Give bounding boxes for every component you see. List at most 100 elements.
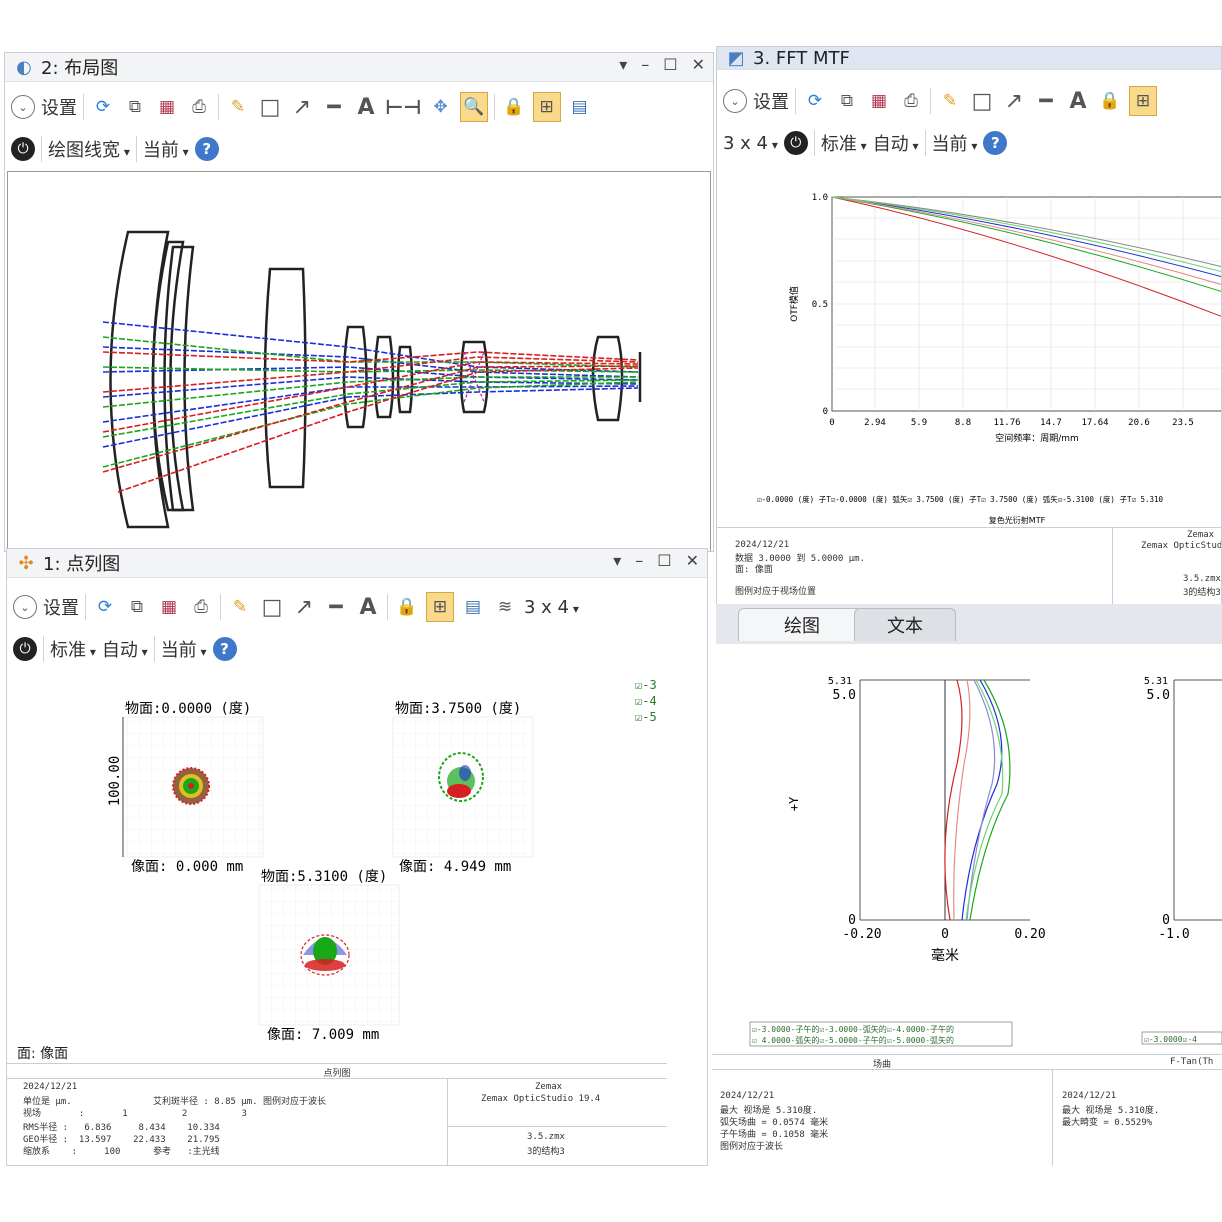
maximize-icon[interactable]: ☐ [657, 551, 672, 570]
layout-titlebar[interactable]: ◐ 2: 布局图 ▾ – ☐ ✕ [5, 53, 713, 82]
fit-icon[interactable]: ⊞ [426, 592, 454, 622]
field3-object-label: 物面:5.3100 (度) [261, 869, 387, 885]
standard-dropdown[interactable]: 标准 [821, 130, 867, 156]
xtick-label: 0 [829, 418, 834, 428]
arrow-icon[interactable]: ↗ [292, 94, 312, 120]
grid-dropdown[interactable]: 3 x 4 [723, 133, 778, 154]
maximize-icon[interactable]: ☐ [663, 55, 678, 74]
help-icon[interactable]: ? [212, 637, 237, 661]
legend-item: ☑-5 [635, 710, 657, 724]
save-icon[interactable]: ▦ [160, 597, 178, 617]
current-dropdown[interactable]: 当前 [143, 136, 189, 162]
dropdown-icon[interactable]: ▾ [613, 551, 622, 570]
spot-titlebar[interactable]: ✣ 1: 点列图 ▾ – ☐ ✕ [7, 549, 707, 578]
spot-footer-date: 2024/12/21 [23, 1082, 78, 1092]
spot-footer-caption: 点列图 [323, 1069, 351, 1079]
lens-element-9 [591, 335, 624, 422]
copy-icon[interactable]: ⧉ [128, 97, 142, 117]
xtick-label: 2.94 [864, 418, 886, 428]
pencil-icon[interactable]: ✎ [230, 97, 246, 117]
save-icon[interactable]: ▦ [158, 97, 176, 117]
fc-curve-red-t [944, 679, 963, 921]
layers-icon[interactable]: ≋ [497, 597, 513, 617]
field2-image-label: 像面: 4.949 mm [399, 859, 511, 875]
current-dropdown[interactable]: 当前 [932, 130, 978, 156]
grid-dropdown[interactable]: 3 x 4 [524, 597, 579, 618]
rectangle-icon[interactable]: □ [259, 94, 281, 120]
mtf-toolbar-2: 3 x 4 ⏻ 标准 自动 当前 ? [717, 123, 1221, 163]
help-icon[interactable]: ? [194, 137, 219, 161]
spot-footer-brand1: Zemax [535, 1082, 563, 1092]
mtf-curve-gray [831, 196, 1221, 268]
help-icon[interactable]: ? [983, 131, 1008, 155]
fit-icon[interactable]: ⊞ [532, 92, 561, 122]
pencil-icon[interactable]: ✎ [232, 597, 248, 617]
dropdown-icon[interactable]: ▾ [619, 55, 628, 74]
copy-icon[interactable]: ⧉ [130, 597, 144, 617]
pencil-icon[interactable]: ✎ [942, 91, 958, 111]
settings-button[interactable]: 设置 [41, 98, 77, 119]
close-icon[interactable]: ✕ [685, 551, 699, 570]
save-icon[interactable]: ▦ [870, 91, 888, 111]
arrow-icon[interactable]: ↗ [1004, 88, 1024, 114]
lens-element-1 [109, 230, 170, 529]
xtick-label: 23.5 [1172, 418, 1194, 428]
line-icon[interactable]: ━ [1039, 88, 1053, 114]
spot-footer-config: 3的结构3 [527, 1147, 565, 1157]
lock-icon[interactable]: 🔒 [396, 597, 418, 617]
print-icon[interactable]: ⎙ [904, 91, 918, 111]
minimize-icon[interactable]: – [641, 55, 650, 74]
dimension-icon[interactable]: ⊢⊣ [385, 95, 422, 119]
refresh-icon[interactable]: ⟳ [97, 597, 113, 617]
current-dropdown[interactable]: 当前 [161, 636, 207, 662]
fit-icon[interactable]: ⊞ [1129, 86, 1157, 116]
mtf-titlebar[interactable]: ◩ 3. FFT MTF [717, 47, 1221, 70]
arrow-icon[interactable]: ↗ [294, 594, 314, 620]
standard-dropdown[interactable]: 标准 [50, 636, 96, 662]
power-icon[interactable]: ⏻ [13, 637, 37, 661]
chevron-down-icon[interactable]: ⌄ [13, 595, 37, 619]
mtf-footer-brand2: Zemax OpticStud [1141, 541, 1222, 551]
lock-icon[interactable]: 🔒 [502, 97, 525, 117]
fc-footer: 场曲 F-Tan(Th 2024/12/21 最大 视场是 5.310度. 弧矢… [712, 1054, 1222, 1166]
line-width-dropdown[interactable]: 绘图线宽 [48, 136, 130, 162]
window-icon[interactable]: ▤ [464, 597, 482, 617]
refresh-icon[interactable]: ⟳ [95, 97, 111, 117]
print-icon[interactable]: ⎙ [192, 97, 206, 117]
chevron-down-icon[interactable]: ⌄ [723, 89, 747, 113]
settings-button[interactable]: 设置 [753, 92, 789, 113]
power-icon[interactable]: ⏻ [11, 137, 35, 161]
power-icon[interactable]: ⏻ [783, 131, 808, 155]
field-curvature-window: 5.31 5.0 0 -0.20 0 0.20 毫米 +Y ☑-3.0000-子… [712, 644, 1222, 1166]
text-icon[interactable]: A [357, 94, 375, 120]
text-icon[interactable]: A [359, 594, 377, 620]
line-icon[interactable]: ━ [327, 94, 341, 120]
spot-footer: 点列图 2024/12/21 单位是 μm. 艾利斑半径 : 8.85 μm. … [7, 1063, 667, 1165]
close-icon[interactable]: ✕ [691, 55, 705, 74]
rectangle-icon[interactable]: □ [261, 594, 283, 620]
copy-icon[interactable]: ⧉ [840, 91, 854, 111]
auto-dropdown[interactable]: 自动 [102, 636, 148, 662]
window-icon[interactable]: ▤ [571, 97, 588, 117]
rectangle-icon[interactable]: □ [971, 88, 993, 114]
chevron-down-icon[interactable]: ⌄ [11, 95, 35, 119]
line-icon[interactable]: ━ [329, 594, 343, 620]
lock-icon[interactable]: 🔒 [1099, 91, 1121, 111]
mtf-curve-green [831, 196, 1221, 292]
tab-plot[interactable]: 绘图 [738, 608, 866, 641]
refresh-icon[interactable]: ⟳ [807, 91, 823, 111]
pan-icon[interactable]: ✥ [433, 97, 448, 117]
print-icon[interactable]: ⎙ [194, 597, 208, 617]
field1-image-label: 像面: 0.000 mm [131, 859, 243, 875]
text-icon[interactable]: A [1069, 88, 1087, 114]
minimize-icon[interactable]: – [635, 551, 644, 570]
xtick-label: 0.20 [1014, 927, 1045, 942]
fc-footer-line2: 弧矢场曲 = 0.0574 毫米 [720, 1118, 829, 1128]
mtf-window-icon: ◩ [727, 47, 745, 69]
spot-window: ✣ 1: 点列图 ▾ – ☐ ✕ ⌄ 设置 ⟳ ⧉ ▦ ⎙ ✎ □ ↗ ━ A … [6, 548, 708, 1166]
tab-text[interactable]: 文本 [854, 608, 956, 641]
spot-toolbar-2: ⏻ 标准 自动 当前 ? [7, 629, 707, 669]
zoom-icon[interactable]: 🔍 [459, 92, 488, 122]
auto-dropdown[interactable]: 自动 [873, 130, 919, 156]
settings-button[interactable]: 设置 [43, 598, 79, 619]
